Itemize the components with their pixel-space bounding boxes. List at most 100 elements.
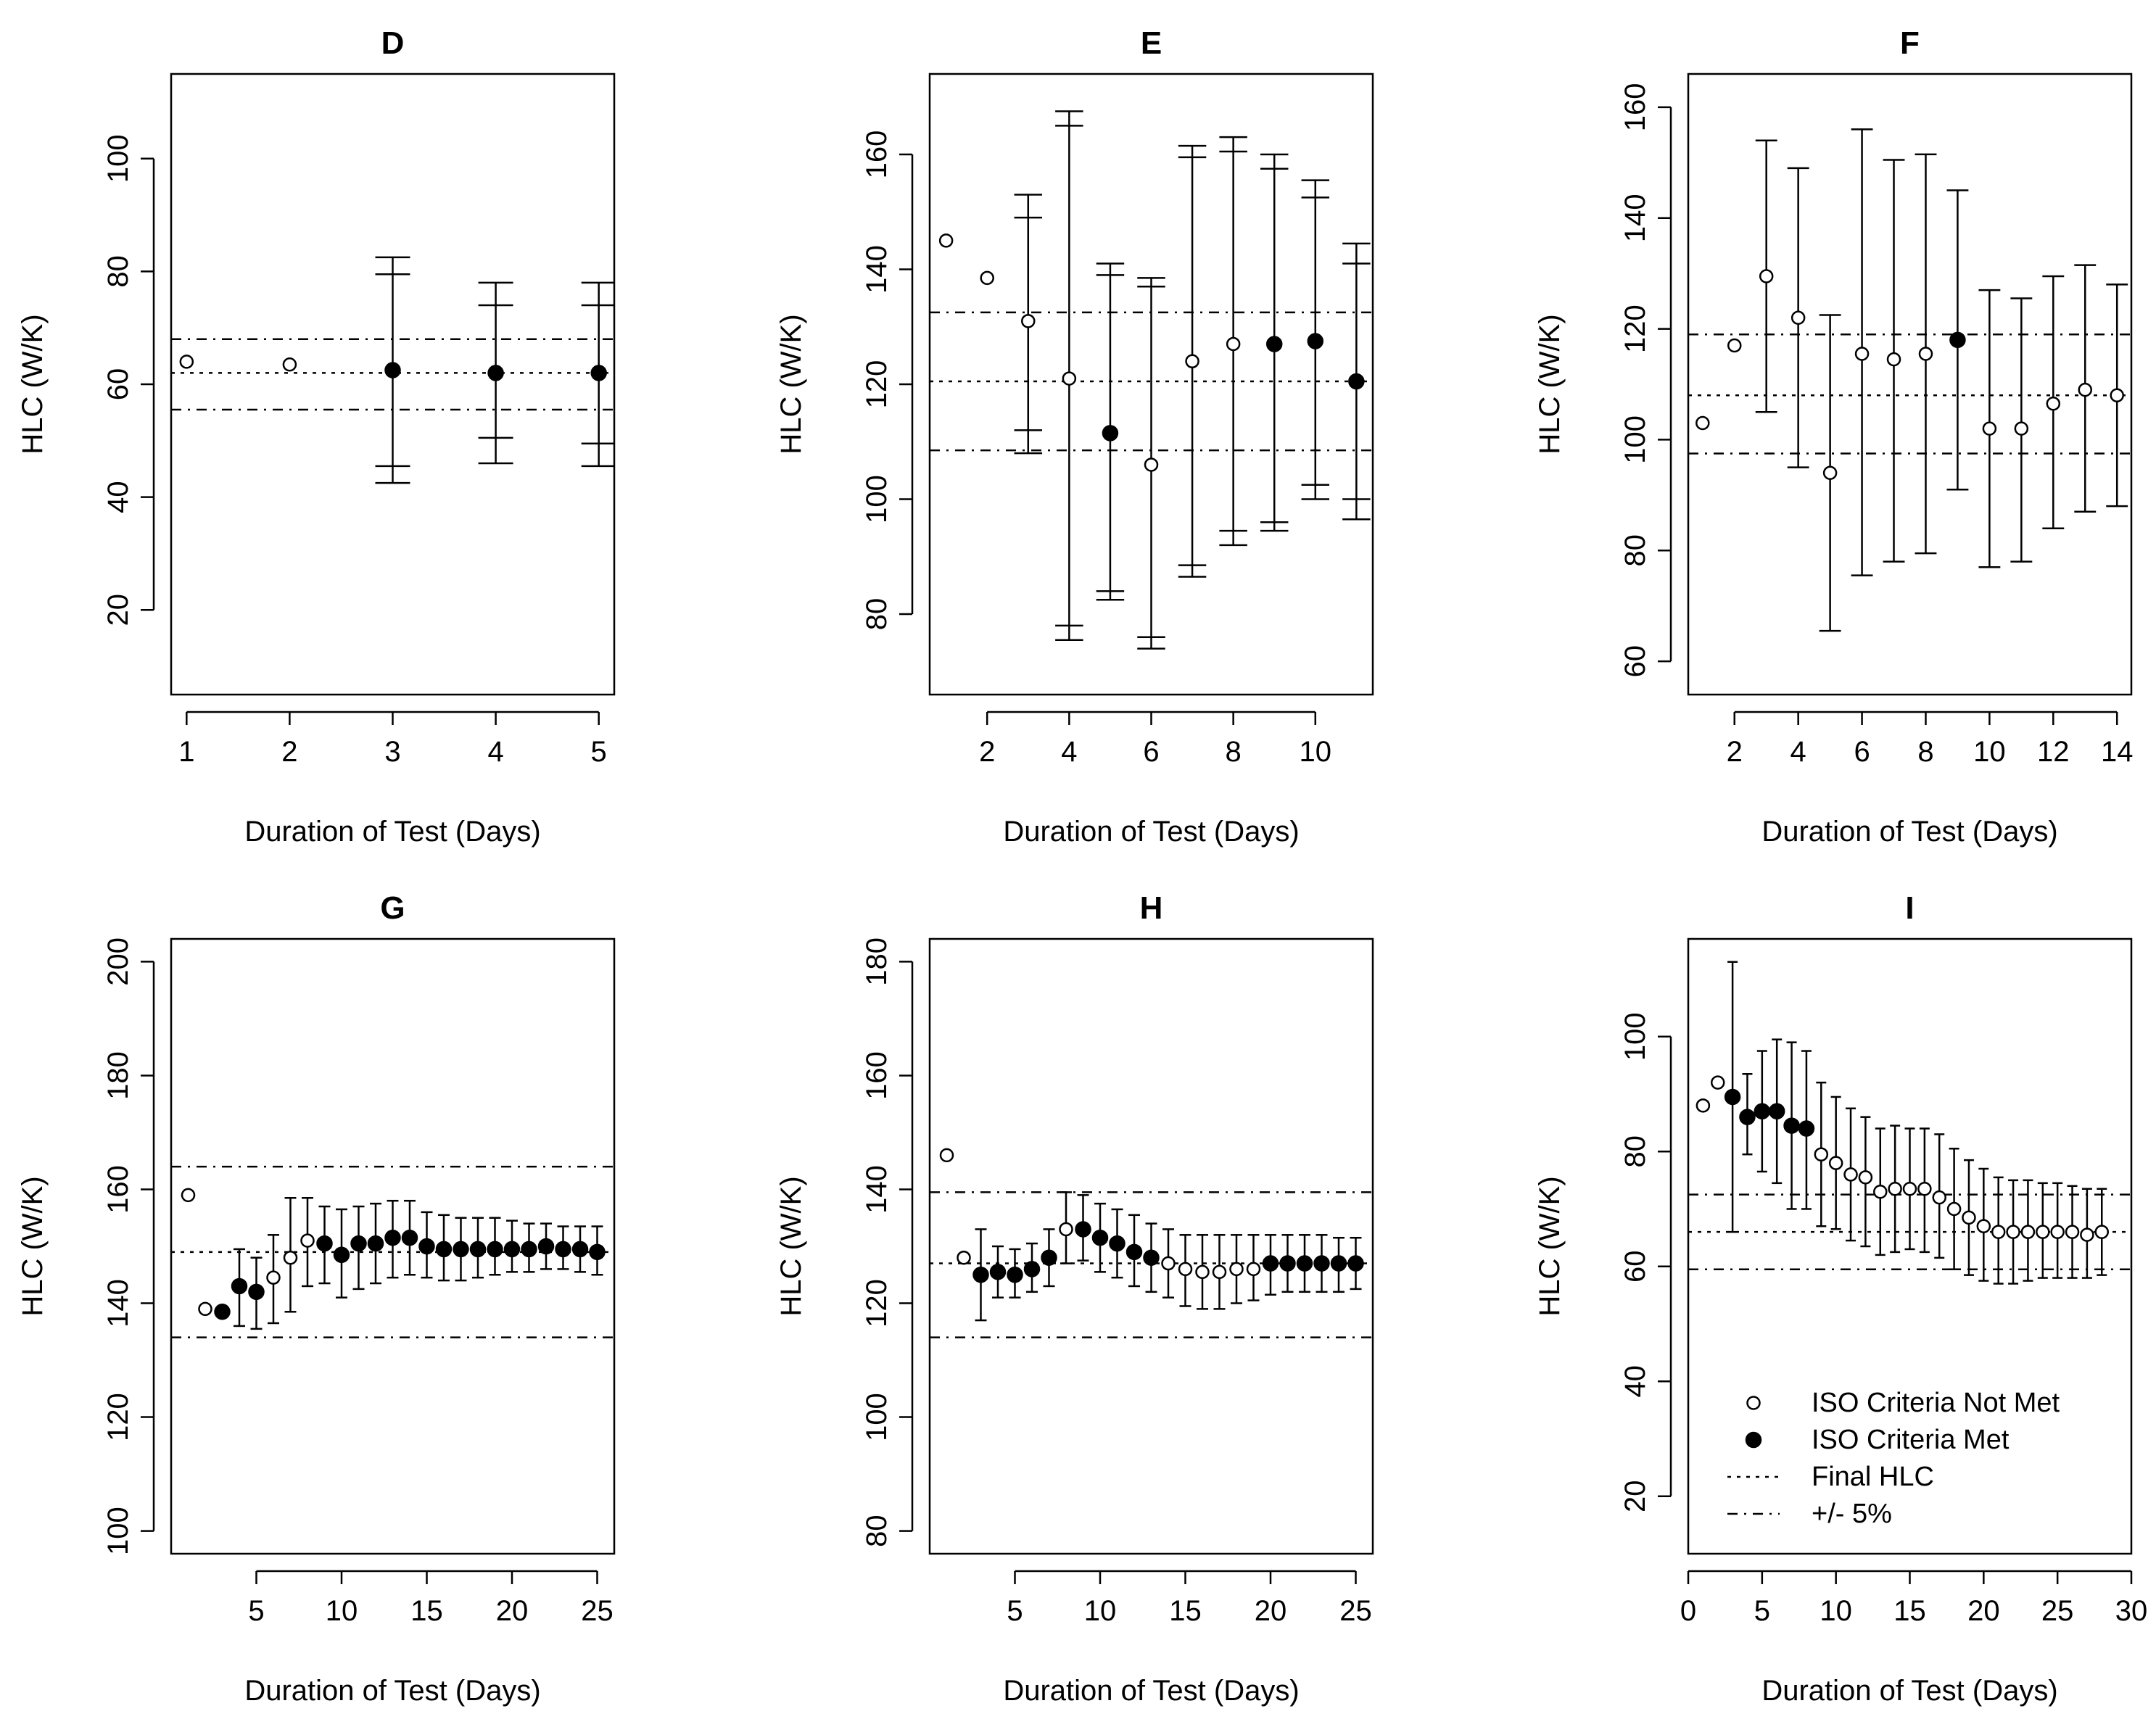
y-tick-label: 160 — [861, 131, 893, 179]
point-criteria-met — [537, 1238, 555, 1255]
legend-symbol-open — [1746, 1396, 1761, 1410]
point-criteria-not-met — [980, 270, 994, 286]
point-criteria-met — [571, 1241, 589, 1258]
y-tick-label: 160 — [861, 1051, 893, 1100]
point-criteria-not-met — [1918, 347, 1933, 361]
point-criteria-met — [1262, 1255, 1279, 1272]
point-criteria-met — [435, 1241, 453, 1258]
point-criteria-met — [589, 1243, 606, 1261]
point-criteria-not-met — [938, 233, 954, 248]
panel-e: E 2 4 6 8 10 Duration of Test (Days) 80 100 120 14… — [775, 25, 1374, 848]
y-tick-label: 140 — [102, 1279, 134, 1328]
point-criteria-not-met — [2094, 1225, 2110, 1239]
y-axis-label: HLC (W/K) — [1534, 1176, 1566, 1316]
point-criteria-met — [1265, 336, 1283, 352]
point-criteria-not-met — [181, 1188, 196, 1203]
point-criteria-not-met — [2006, 1225, 2020, 1239]
y-tick-label: 160 — [102, 1165, 134, 1214]
legend-label: Final HLC — [1812, 1462, 1934, 1492]
panel-title: H — [1140, 890, 1163, 926]
x-axis-label: Duration of Test (Days) — [244, 816, 540, 848]
point-criteria-met — [521, 1241, 537, 1258]
y-tick-label: 180 — [861, 937, 893, 986]
plot-area — [1688, 128, 2131, 632]
point-criteria-not-met — [1696, 1098, 1711, 1113]
point-criteria-not-met — [1843, 1167, 1858, 1182]
point-criteria-met — [1007, 1267, 1023, 1283]
y-tick-label: 80 — [861, 1515, 893, 1547]
point-criteria-met — [350, 1235, 367, 1252]
x-tick-label: 2 — [1727, 736, 1743, 768]
point-criteria-met — [487, 1241, 503, 1258]
point-criteria-met — [1109, 1235, 1126, 1252]
y-tick-label: 120 — [861, 360, 893, 409]
point-criteria-met — [384, 362, 401, 378]
point-criteria-not-met — [1982, 421, 1997, 436]
point-criteria-not-met — [2080, 1227, 2094, 1242]
point-criteria-not-met — [1710, 1075, 1725, 1090]
point-criteria-met — [1783, 1117, 1800, 1134]
y-tick-label: 100 — [102, 134, 134, 183]
point-criteria-not-met — [1161, 1256, 1176, 1271]
point-criteria-met — [487, 365, 504, 381]
y-tick-label: 100 — [102, 1507, 134, 1555]
point-criteria-not-met — [2046, 397, 2061, 411]
point-criteria-met — [1754, 1103, 1771, 1120]
y-tick-label: 120 — [1619, 305, 1651, 353]
y-axis-label: HLC (W/K) — [17, 314, 49, 454]
y-tick-label: 80 — [1619, 1135, 1651, 1168]
x-tick-label: 20 — [1255, 1595, 1287, 1627]
point-criteria-met — [503, 1241, 521, 1258]
plot-area — [930, 110, 1373, 650]
panel-i: I 0 5 10 15 20 25 30 Duration of Test (Days) 20 40… — [1534, 890, 2147, 1707]
x-tick-label: 10 — [1084, 1595, 1117, 1627]
y-tick-label: 140 — [861, 245, 893, 294]
x-tick-label: 1 — [178, 736, 194, 768]
plot-frame — [1687, 73, 2133, 696]
x-tick-label: 10 — [326, 1595, 358, 1627]
y-axis-label: HLC (W/K) — [775, 1176, 807, 1316]
point-criteria-not-met — [1185, 354, 1199, 369]
point-criteria-met — [316, 1235, 333, 1252]
point-criteria-met — [214, 1304, 231, 1320]
point-criteria-not-met — [179, 355, 194, 369]
y-tick-label: 60 — [102, 368, 134, 401]
plot-area — [930, 1148, 1373, 1338]
x-tick-label: 25 — [581, 1595, 614, 1627]
point-criteria-not-met — [1873, 1184, 1888, 1199]
y-tick-label: 140 — [1619, 194, 1651, 242]
point-criteria-not-met — [1696, 415, 1710, 431]
legend-label: ISO Criteria Not Met — [1812, 1388, 2060, 1418]
point-criteria-not-met — [2050, 1225, 2065, 1239]
panel-title: E — [1141, 25, 1162, 61]
y-tick-label: 60 — [1619, 645, 1651, 678]
y-tick-label: 120 — [861, 1279, 893, 1328]
y-tick-label: 20 — [1619, 1480, 1651, 1512]
point-criteria-not-met — [1886, 352, 1901, 367]
point-criteria-met — [367, 1235, 384, 1252]
plot-frame — [170, 73, 616, 696]
point-criteria-not-met — [1946, 1201, 1962, 1217]
point-criteria-met — [1348, 373, 1365, 390]
y-tick-label: 160 — [1619, 83, 1651, 131]
point-criteria-met — [1023, 1261, 1041, 1277]
plot-frame — [928, 73, 1374, 696]
x-tick-label: 25 — [2041, 1595, 2074, 1627]
point-criteria-met — [1798, 1120, 1815, 1137]
legend-label: +/- 5% — [1812, 1499, 1892, 1529]
point-criteria-met — [1724, 1088, 1741, 1106]
x-tick-label: 8 — [1226, 736, 1242, 768]
x-axis-label: Duration of Test (Days) — [1003, 1675, 1299, 1707]
point-criteria-met — [1102, 425, 1119, 442]
panel-title: G — [380, 890, 405, 926]
point-criteria-not-met — [1212, 1264, 1227, 1280]
plot-frame — [928, 937, 1374, 1555]
x-tick-label: 5 — [1754, 1595, 1770, 1627]
legend-label: ISO Criteria Met — [1812, 1425, 2010, 1455]
point-criteria-not-met — [2078, 382, 2093, 397]
y-tick-label: 80 — [1619, 534, 1651, 567]
plot-frame — [170, 937, 616, 1555]
point-criteria-not-met — [1226, 336, 1241, 352]
x-tick-label: 20 — [496, 1595, 529, 1627]
